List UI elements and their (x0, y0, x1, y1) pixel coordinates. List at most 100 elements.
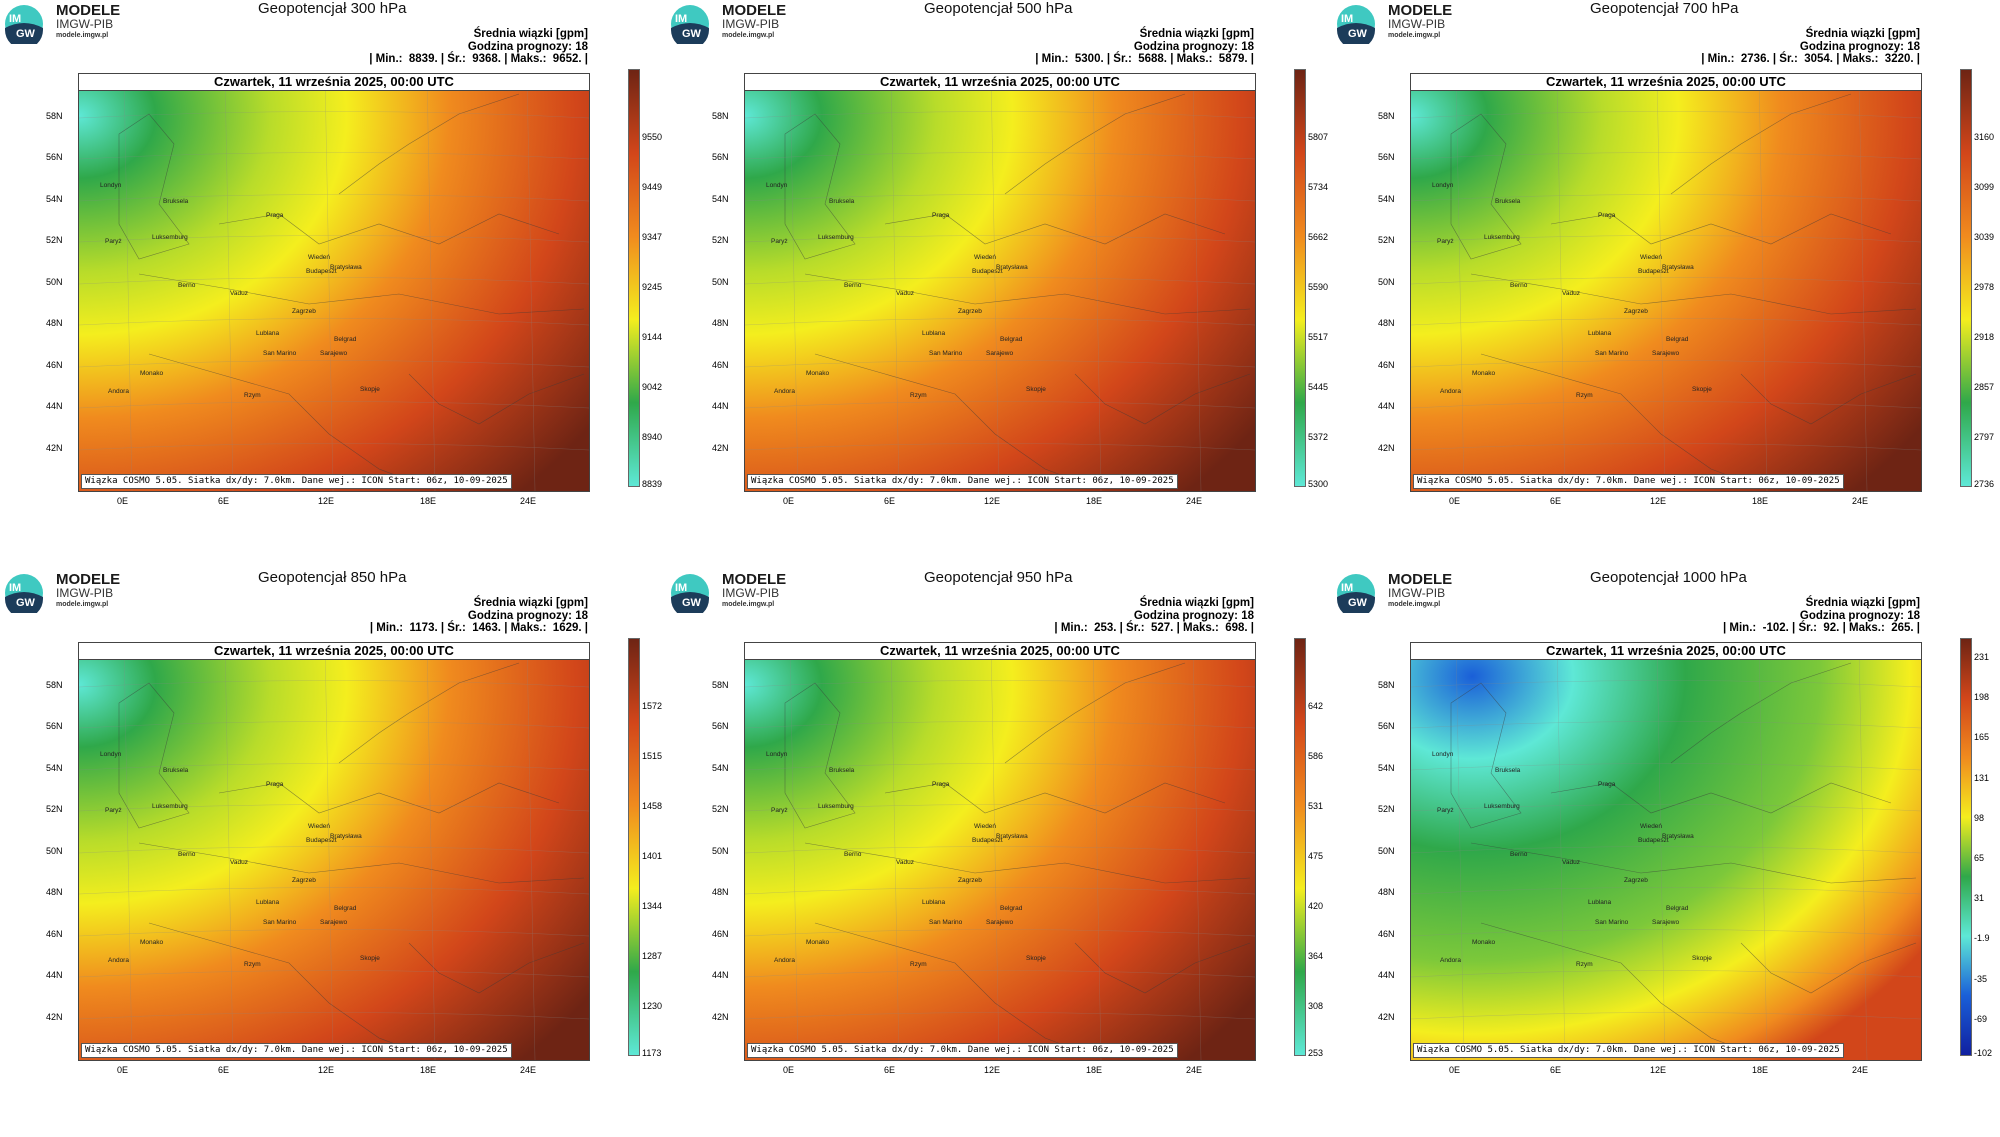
city-label: Praga (932, 212, 950, 219)
lat-label: 56N (1378, 721, 1395, 731)
city-label: Budapeszt (1638, 268, 1669, 275)
lat-label: 42N (1378, 1012, 1395, 1022)
city-label: Wiedeń (308, 254, 331, 261)
brand-block: MODELE IMGW-PIB modele.imgw.pl (56, 3, 120, 40)
lon-label: 0E (117, 496, 129, 506)
city-label: Luksemburg (152, 803, 188, 810)
colorbar-tick: 231 (1974, 652, 1990, 663)
colorbar-tick: 475 (1308, 850, 1324, 861)
ensemble-label: Średnia wiązki [gpm] (473, 28, 588, 40)
lon-label: 6E (1550, 1065, 1562, 1075)
svg-text:GW: GW (16, 28, 36, 40)
city-label: Andora (1440, 957, 1461, 964)
stats-line: | Min.: -102. | Śr.: 92. | Maks.: 265. | (1722, 622, 1920, 634)
map-panel: IM GW MODELE IMGW-PIB modele.imgw.pl Geop… (666, 569, 1334, 1137)
city-label: Praga (266, 212, 284, 219)
city-label: Skopje (1692, 955, 1712, 962)
imgw-logo-icon: IM GW (670, 573, 710, 618)
colorbar-tick: 1458 (642, 800, 663, 811)
city-label: Vaduz (1562, 290, 1580, 297)
city-label: Wiedeń (308, 823, 331, 830)
colorbar-tick: 3099 (1974, 181, 1995, 192)
city-label: Budapeszt (972, 837, 1003, 844)
lat-label: 54N (46, 763, 63, 773)
city-label: Bruksela (163, 198, 189, 205)
city-label: Bruksela (829, 198, 855, 205)
colorbar-tick: 1515 (642, 750, 663, 761)
panel-meta: Średnia wiązki [gpm] Godzina prognozy: 1… (370, 597, 588, 635)
svg-text:GW: GW (682, 597, 702, 609)
city-label: Rzym (1576, 961, 1593, 968)
city-label: Praga (932, 781, 950, 788)
lon-label: 0E (1449, 496, 1461, 506)
geopotential-field (745, 74, 1255, 491)
colorbar-tick: -35 (1974, 973, 1988, 984)
brand-name: MODELE (722, 2, 787, 19)
city-label: Budapeszt (1638, 837, 1669, 844)
lat-label: 48N (1378, 318, 1395, 328)
brand-url: modele.imgw.pl (56, 32, 109, 39)
city-label: Paryż (105, 807, 122, 814)
city-label: San Marino (929, 350, 963, 357)
colorbar-tick: 2736 (1974, 479, 1995, 489)
city-label: Sarajewo (320, 350, 348, 357)
colorbar-tick: 1230 (642, 1001, 663, 1012)
map-panel: IM GW MODELE IMGW-PIB modele.imgw.pl Geop… (0, 0, 668, 568)
colorbar-tick: 586 (1308, 750, 1324, 761)
lat-label: 52N (712, 804, 729, 814)
city-label: Andora (774, 957, 795, 964)
city-label: Skopje (1692, 386, 1712, 393)
city-label: Londyn (766, 182, 788, 189)
lon-label: 0E (783, 496, 795, 506)
svg-text:GW: GW (1348, 597, 1368, 609)
city-label: Bratysława (996, 833, 1028, 840)
city-label: Luksemburg (1484, 234, 1520, 241)
lat-label: 42N (46, 443, 63, 453)
city-label: Vaduz (230, 859, 248, 866)
model-info: Wiązka COSMO 5.05. Siatka dx/dy: 7.0km. … (747, 1043, 1178, 1058)
colorbar-tick: 642 (1308, 700, 1324, 711)
map-panel: IM GW MODELE IMGW-PIB modele.imgw.pl Geop… (666, 0, 1334, 568)
city-label: Berno (1510, 282, 1528, 289)
city-label: Skopje (1026, 386, 1046, 393)
lon-label: 18E (1752, 496, 1769, 506)
city-label: Bratysława (1662, 264, 1694, 271)
stat-min: 5300. (1074, 53, 1104, 65)
forecast-hour: Godzina prognozy: 18 (467, 609, 588, 622)
brand-name: MODELE (56, 2, 121, 19)
lon-label: 6E (218, 496, 230, 506)
city-label: Zagrzeb (958, 308, 982, 315)
stat-min: -102. (1762, 622, 1789, 634)
svg-text:IM: IM (675, 13, 687, 25)
lat-label: 46N (1378, 360, 1395, 370)
brand-org: IMGW-PIB (1388, 17, 1446, 31)
colorbar-tick: 5807 (1308, 131, 1329, 142)
city-label: Rzym (244, 392, 261, 399)
ensemble-label: Średnia wiązki [gpm] (1805, 28, 1920, 40)
lat-label: 54N (712, 763, 729, 773)
lat-label: 58N (712, 111, 729, 121)
ensemble-label: Średnia wiązki [gpm] (1139, 28, 1254, 40)
colorbar-tick: 9245 (642, 281, 663, 292)
brand-name: MODELE (722, 571, 787, 588)
lon-label: 24E (1186, 496, 1203, 506)
colorbar-tick: 1344 (642, 901, 663, 912)
brand-block: MODELE IMGW-PIB modele.imgw.pl (56, 572, 120, 609)
stats-line: | Min.: 253. | Śr.: 527. | Maks.: 698. | (1054, 622, 1254, 634)
stats-line: | Min.: 5300. | Śr.: 5688. | Maks.: 5879… (1035, 53, 1254, 65)
valid-date: Czwartek, 11 września 2025, 00:00 UTC (79, 643, 589, 660)
colorbar (1294, 69, 1306, 487)
city-label: Londyn (766, 751, 788, 758)
city-label: Berno (1510, 851, 1528, 858)
lat-label: 56N (46, 152, 63, 162)
colorbar-tick: 198 (1974, 692, 1990, 703)
lat-label: 42N (1378, 443, 1395, 453)
colorbar-tick: 65 (1974, 853, 1985, 864)
lon-label: 6E (884, 1065, 896, 1075)
lon-label: 12E (984, 1065, 1001, 1075)
lat-label: 48N (712, 887, 729, 897)
svg-text:GW: GW (682, 28, 702, 40)
city-label: Sarajewo (986, 919, 1014, 926)
brand-org: IMGW-PIB (722, 586, 780, 600)
lat-label: 52N (1378, 804, 1395, 814)
